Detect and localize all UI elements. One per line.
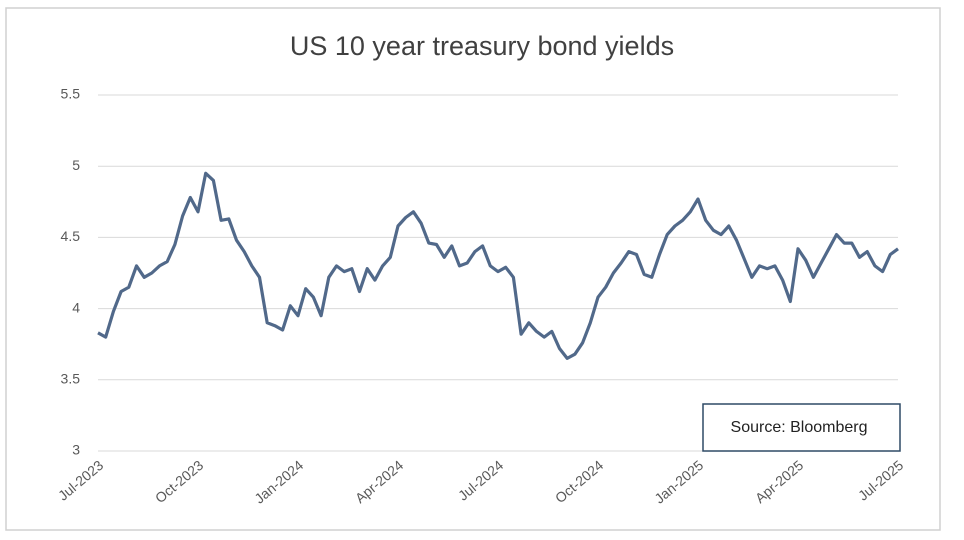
annotation-box — [702, 403, 901, 452]
y-tick-label: 3 — [72, 442, 80, 458]
y-tick-label: 4.5 — [61, 228, 81, 244]
annotation: Source: Bloomberg — [731, 419, 868, 436]
data-line — [97, 171, 899, 360]
y-tick-label: 5 — [72, 157, 80, 173]
y-tick-label: 3.5 — [61, 371, 81, 387]
y-tick-label: 5.5 — [61, 86, 81, 102]
chart-title: US 10 year treasury bond yields — [290, 31, 674, 61]
y-tick-label: 4 — [72, 299, 80, 315]
